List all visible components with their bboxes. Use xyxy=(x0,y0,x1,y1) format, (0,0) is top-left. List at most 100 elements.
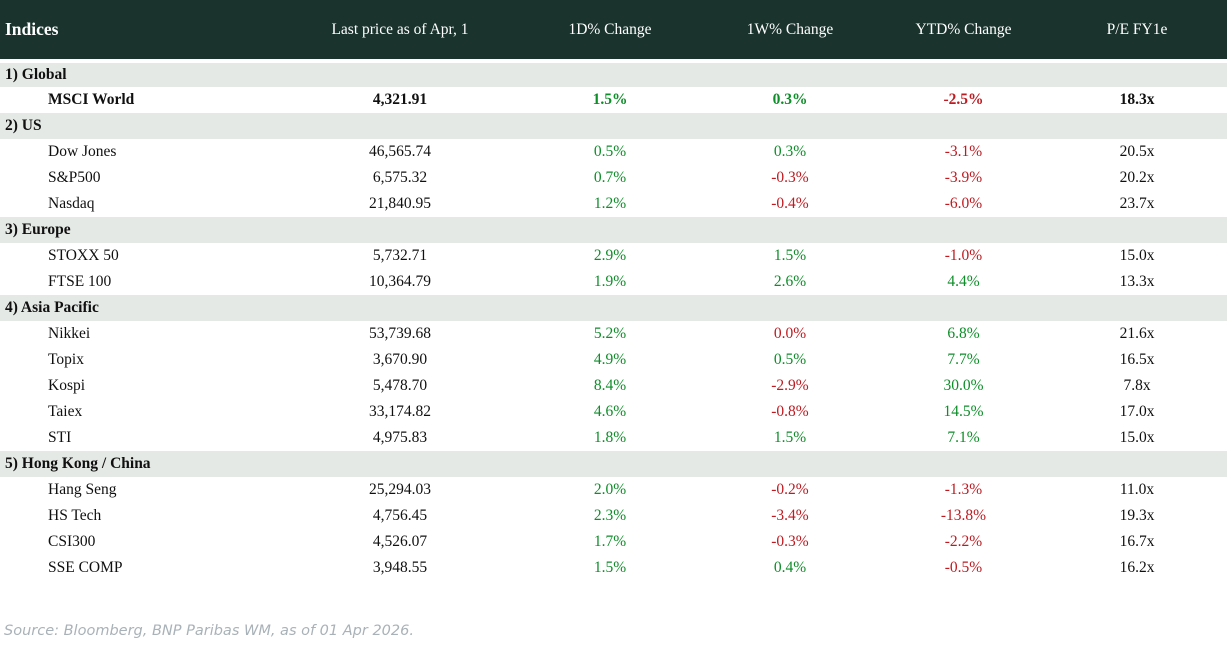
change-ytd-cell: 4.4% xyxy=(947,273,980,290)
index-name-cell: Hang Seng xyxy=(48,481,117,498)
table-row: HS Tech 4,756.45 2.3% -3.4% -13.8% 19.3x xyxy=(0,503,1227,529)
pe-cell: 20.2x xyxy=(1119,169,1155,186)
pe-cell: 23.7x xyxy=(1119,195,1155,212)
column-header: YTD% Change xyxy=(880,0,1047,63)
change-1d-cell: 1.9% xyxy=(593,273,627,290)
table-title: Indices xyxy=(0,0,280,63)
section-header-row: 5) Hong Kong / China xyxy=(0,451,1227,477)
table-row: Nikkei 53,739.68 5.2% 0.0% 6.8% 21.6x xyxy=(0,321,1227,347)
section-label: 5) Hong Kong / China xyxy=(0,451,1227,477)
table-header: Indices Last price as of Apr, 1 1D% Change… xyxy=(0,0,1227,63)
change-1d-cell: 1.8% xyxy=(593,429,627,446)
index-name-cell: MSCI World xyxy=(48,91,135,108)
table-row: Nasdaq 21,840.95 1.2% -0.4% -6.0% 23.7x xyxy=(0,191,1227,217)
last-price-cell: 53,739.68 xyxy=(369,325,431,342)
column-header: 1W% Change xyxy=(700,0,880,63)
table-row: S&P500 6,575.32 0.7% -0.3% -3.9% 20.2x xyxy=(0,165,1227,191)
section-label: 2) US xyxy=(0,113,1227,139)
pe-cell: 21.6x xyxy=(1119,325,1155,342)
source-note: Source: Bloomberg, BNP Paribas WM, as of… xyxy=(4,623,414,639)
table-row: Kospi 5,478.70 8.4% -2.9% 30.0% 7.8x xyxy=(0,373,1227,399)
change-1d-cell: 1.5% xyxy=(592,91,628,108)
index-name-cell: Kospi xyxy=(48,377,86,394)
change-1w-cell: 1.5% xyxy=(773,247,807,264)
change-ytd-cell: 30.0% xyxy=(943,377,984,394)
pe-cell: 7.8x xyxy=(1123,377,1151,394)
column-header: P/E FY1e xyxy=(1047,0,1227,63)
pe-cell: 13.3x xyxy=(1119,273,1155,290)
section-label: 3) Europe xyxy=(0,217,1227,243)
table-row: Dow Jones 46,565.74 0.5% 0.3% -3.1% 20.5x xyxy=(0,139,1227,165)
index-name-cell: FTSE 100 xyxy=(48,273,112,290)
change-ytd-cell: -2.2% xyxy=(944,533,983,550)
table-body: 1) Global MSCI World 4,321.91 1.5% 0.3% -2.5%… xyxy=(0,61,1227,581)
last-price-cell: 5,478.70 xyxy=(372,377,428,394)
change-1d-cell: 1.5% xyxy=(593,559,627,576)
change-1d-cell: 1.2% xyxy=(593,195,627,212)
last-price-cell: 6,575.32 xyxy=(372,169,428,186)
change-ytd-cell: -3.9% xyxy=(944,169,983,186)
index-name-cell: Dow Jones xyxy=(48,143,117,160)
change-ytd-cell: -3.1% xyxy=(944,143,983,160)
index-name-cell: Taiex xyxy=(48,403,83,420)
last-price-cell: 4,526.07 xyxy=(372,533,428,550)
table-row: CSI300 4,526.07 1.7% -0.3% -2.2% 16.7x xyxy=(0,529,1227,555)
change-1w-cell: -0.4% xyxy=(771,195,809,212)
change-1w-cell: 0.5% xyxy=(773,351,807,368)
column-header: 1D% Change xyxy=(520,0,700,63)
change-1w-cell: 1.5% xyxy=(773,429,807,446)
pe-cell: 17.0x xyxy=(1119,403,1155,420)
change-1w-cell: -2.9% xyxy=(771,377,809,394)
index-name-cell: Nikkei xyxy=(48,325,91,342)
table-row: MSCI World 4,321.91 1.5% 0.3% -2.5% 18.3x xyxy=(0,87,1227,113)
change-1w-cell: -0.8% xyxy=(771,403,809,420)
change-ytd-cell: 14.5% xyxy=(943,403,984,420)
index-name-cell: STOXX 50 xyxy=(48,247,119,264)
change-ytd-cell: -13.8% xyxy=(940,507,987,524)
table-row: STOXX 50 5,732.71 2.9% 1.5% -1.0% 15.0x xyxy=(0,243,1227,269)
pe-cell: 18.3x xyxy=(1119,91,1155,108)
table-row: Topix 3,670.90 4.9% 0.5% 7.7% 16.5x xyxy=(0,347,1227,373)
section-header-row: 1) Global xyxy=(0,61,1227,87)
last-price-cell: 33,174.82 xyxy=(369,403,431,420)
section-header-row: 3) Europe xyxy=(0,217,1227,243)
pe-cell: 11.0x xyxy=(1119,481,1155,498)
change-1w-cell: 2.6% xyxy=(773,273,807,290)
change-1d-cell: 0.7% xyxy=(593,169,627,186)
pe-cell: 16.2x xyxy=(1119,559,1155,576)
table-row: Taiex 33,174.82 4.6% -0.8% 14.5% 17.0x xyxy=(0,399,1227,425)
pe-cell: 20.5x xyxy=(1119,143,1155,160)
index-name-cell: SSE COMP xyxy=(48,559,123,576)
change-ytd-cell: 7.7% xyxy=(947,351,980,368)
table-header-row: Indices Last price as of Apr, 1 1D% Change… xyxy=(0,0,1227,63)
index-name-cell: HS Tech xyxy=(48,507,102,524)
change-1w-cell: -0.3% xyxy=(771,533,809,550)
pe-cell: 16.5x xyxy=(1119,351,1155,368)
last-price-cell: 3,948.55 xyxy=(372,559,428,576)
change-1w-cell: 0.3% xyxy=(772,91,808,108)
change-ytd-cell: -1.3% xyxy=(944,481,983,498)
change-ytd-cell: 7.1% xyxy=(947,429,980,446)
change-ytd-cell: 6.8% xyxy=(947,325,980,342)
last-price-cell: 4,756.45 xyxy=(372,507,428,524)
change-1d-cell: 5.2% xyxy=(593,325,627,342)
change-1w-cell: -3.4% xyxy=(771,507,809,524)
last-price-cell: 10,364.79 xyxy=(369,273,431,290)
indices-table: Indices Last price as of Apr, 1 1D% Change… xyxy=(0,0,1227,581)
last-price-cell: 25,294.03 xyxy=(369,481,431,498)
index-name-cell: S&P500 xyxy=(48,169,101,186)
index-name-cell: Topix xyxy=(48,351,84,368)
change-1d-cell: 2.3% xyxy=(593,507,627,524)
change-1w-cell: 0.3% xyxy=(773,143,807,160)
section-label: 4) Asia Pacific xyxy=(0,295,1227,321)
last-price-cell: 4,975.83 xyxy=(372,429,428,446)
change-1d-cell: 2.0% xyxy=(593,481,627,498)
table-row: Hang Seng 25,294.03 2.0% -0.2% -1.3% 11.0x xyxy=(0,477,1227,503)
table-row: SSE COMP 3,948.55 1.5% 0.4% -0.5% 16.2x xyxy=(0,555,1227,581)
change-1d-cell: 0.5% xyxy=(593,143,627,160)
change-1w-cell: -0.2% xyxy=(771,481,809,498)
change-ytd-cell: -6.0% xyxy=(944,195,983,212)
change-1d-cell: 1.7% xyxy=(593,533,627,550)
change-1w-cell: 0.0% xyxy=(773,325,807,342)
